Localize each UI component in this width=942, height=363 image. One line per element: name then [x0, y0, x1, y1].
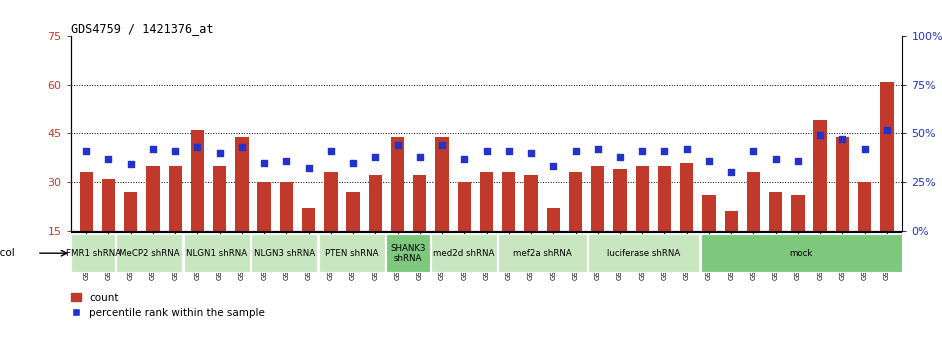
Bar — [458, 182, 471, 231]
Point — [145, 146, 160, 152]
Bar — [498, 234, 587, 272]
Legend: count, percentile rank within the sample: count, percentile rank within the sample — [67, 288, 269, 322]
Point — [501, 148, 516, 154]
Point — [434, 142, 449, 148]
Point — [190, 144, 205, 150]
Text: luciferase shRNA: luciferase shRNA — [608, 249, 680, 258]
Point — [723, 169, 739, 175]
Point — [746, 148, 761, 154]
Bar — [116, 234, 183, 272]
Bar — [184, 234, 250, 272]
Text: FMR1 shRNA: FMR1 shRNA — [66, 249, 121, 258]
Bar — [858, 182, 871, 231]
Point — [835, 136, 850, 142]
Point — [545, 163, 560, 169]
Point — [768, 156, 783, 162]
Bar — [190, 130, 204, 231]
Bar — [79, 172, 93, 231]
Text: SHANK3
shRNA: SHANK3 shRNA — [390, 244, 426, 262]
Bar — [347, 192, 360, 231]
Point — [790, 158, 805, 163]
Bar — [680, 163, 693, 231]
Bar — [257, 182, 270, 231]
Point — [390, 142, 405, 148]
Bar — [747, 172, 760, 231]
Bar — [318, 234, 384, 272]
Bar — [502, 172, 515, 231]
Bar — [72, 234, 115, 272]
Bar — [703, 195, 716, 231]
Bar — [146, 166, 159, 231]
Bar — [169, 166, 182, 231]
Point — [457, 156, 472, 162]
Text: GDS4759 / 1421376_at: GDS4759 / 1421376_at — [71, 22, 213, 35]
Point — [212, 150, 227, 156]
Bar — [525, 175, 538, 231]
Bar — [431, 234, 497, 272]
Bar — [252, 234, 317, 272]
Bar — [102, 179, 115, 231]
Bar — [435, 136, 448, 231]
Bar — [589, 234, 700, 272]
Point — [123, 162, 138, 167]
Bar — [701, 234, 901, 272]
Point — [591, 146, 606, 152]
Point — [813, 132, 828, 138]
Bar — [791, 195, 804, 231]
Point — [657, 148, 672, 154]
Point — [323, 148, 338, 154]
Bar — [414, 175, 427, 231]
Bar — [814, 121, 827, 231]
Point — [256, 160, 271, 166]
Point — [413, 154, 428, 160]
Bar — [302, 208, 316, 231]
Point — [235, 144, 250, 150]
Point — [479, 148, 494, 154]
Point — [79, 148, 94, 154]
Bar — [368, 175, 382, 231]
Point — [879, 127, 894, 132]
Bar — [636, 166, 649, 231]
Bar — [391, 136, 404, 231]
Bar — [836, 136, 849, 231]
Text: protocol: protocol — [0, 248, 14, 258]
Bar — [324, 172, 337, 231]
Text: NLGN3 shRNA: NLGN3 shRNA — [253, 249, 315, 258]
Point — [635, 148, 650, 154]
Point — [101, 156, 116, 162]
Point — [168, 148, 183, 154]
Bar — [546, 208, 560, 231]
Point — [702, 158, 717, 163]
Point — [301, 166, 317, 171]
Bar — [591, 166, 605, 231]
Bar — [280, 182, 293, 231]
Bar — [236, 136, 249, 231]
Point — [279, 158, 294, 163]
Bar — [569, 172, 582, 231]
Text: NLGN1 shRNA: NLGN1 shRNA — [187, 249, 248, 258]
Text: med2d shRNA: med2d shRNA — [433, 249, 495, 258]
Text: PTEN shRNA: PTEN shRNA — [325, 249, 379, 258]
Point — [679, 146, 694, 152]
Point — [346, 160, 361, 166]
Text: mef2a shRNA: mef2a shRNA — [513, 249, 572, 258]
Bar — [386, 234, 430, 272]
Point — [857, 146, 872, 152]
Point — [612, 154, 627, 160]
Point — [367, 154, 382, 160]
Point — [524, 150, 539, 156]
Bar — [213, 166, 226, 231]
Bar — [658, 166, 671, 231]
Bar — [769, 192, 783, 231]
Bar — [124, 192, 138, 231]
Text: mock: mock — [789, 249, 813, 258]
Bar — [724, 211, 738, 231]
Bar — [880, 82, 894, 231]
Text: MeCP2 shRNA: MeCP2 shRNA — [119, 249, 180, 258]
Bar — [479, 172, 494, 231]
Bar — [613, 169, 626, 231]
Point — [568, 148, 583, 154]
